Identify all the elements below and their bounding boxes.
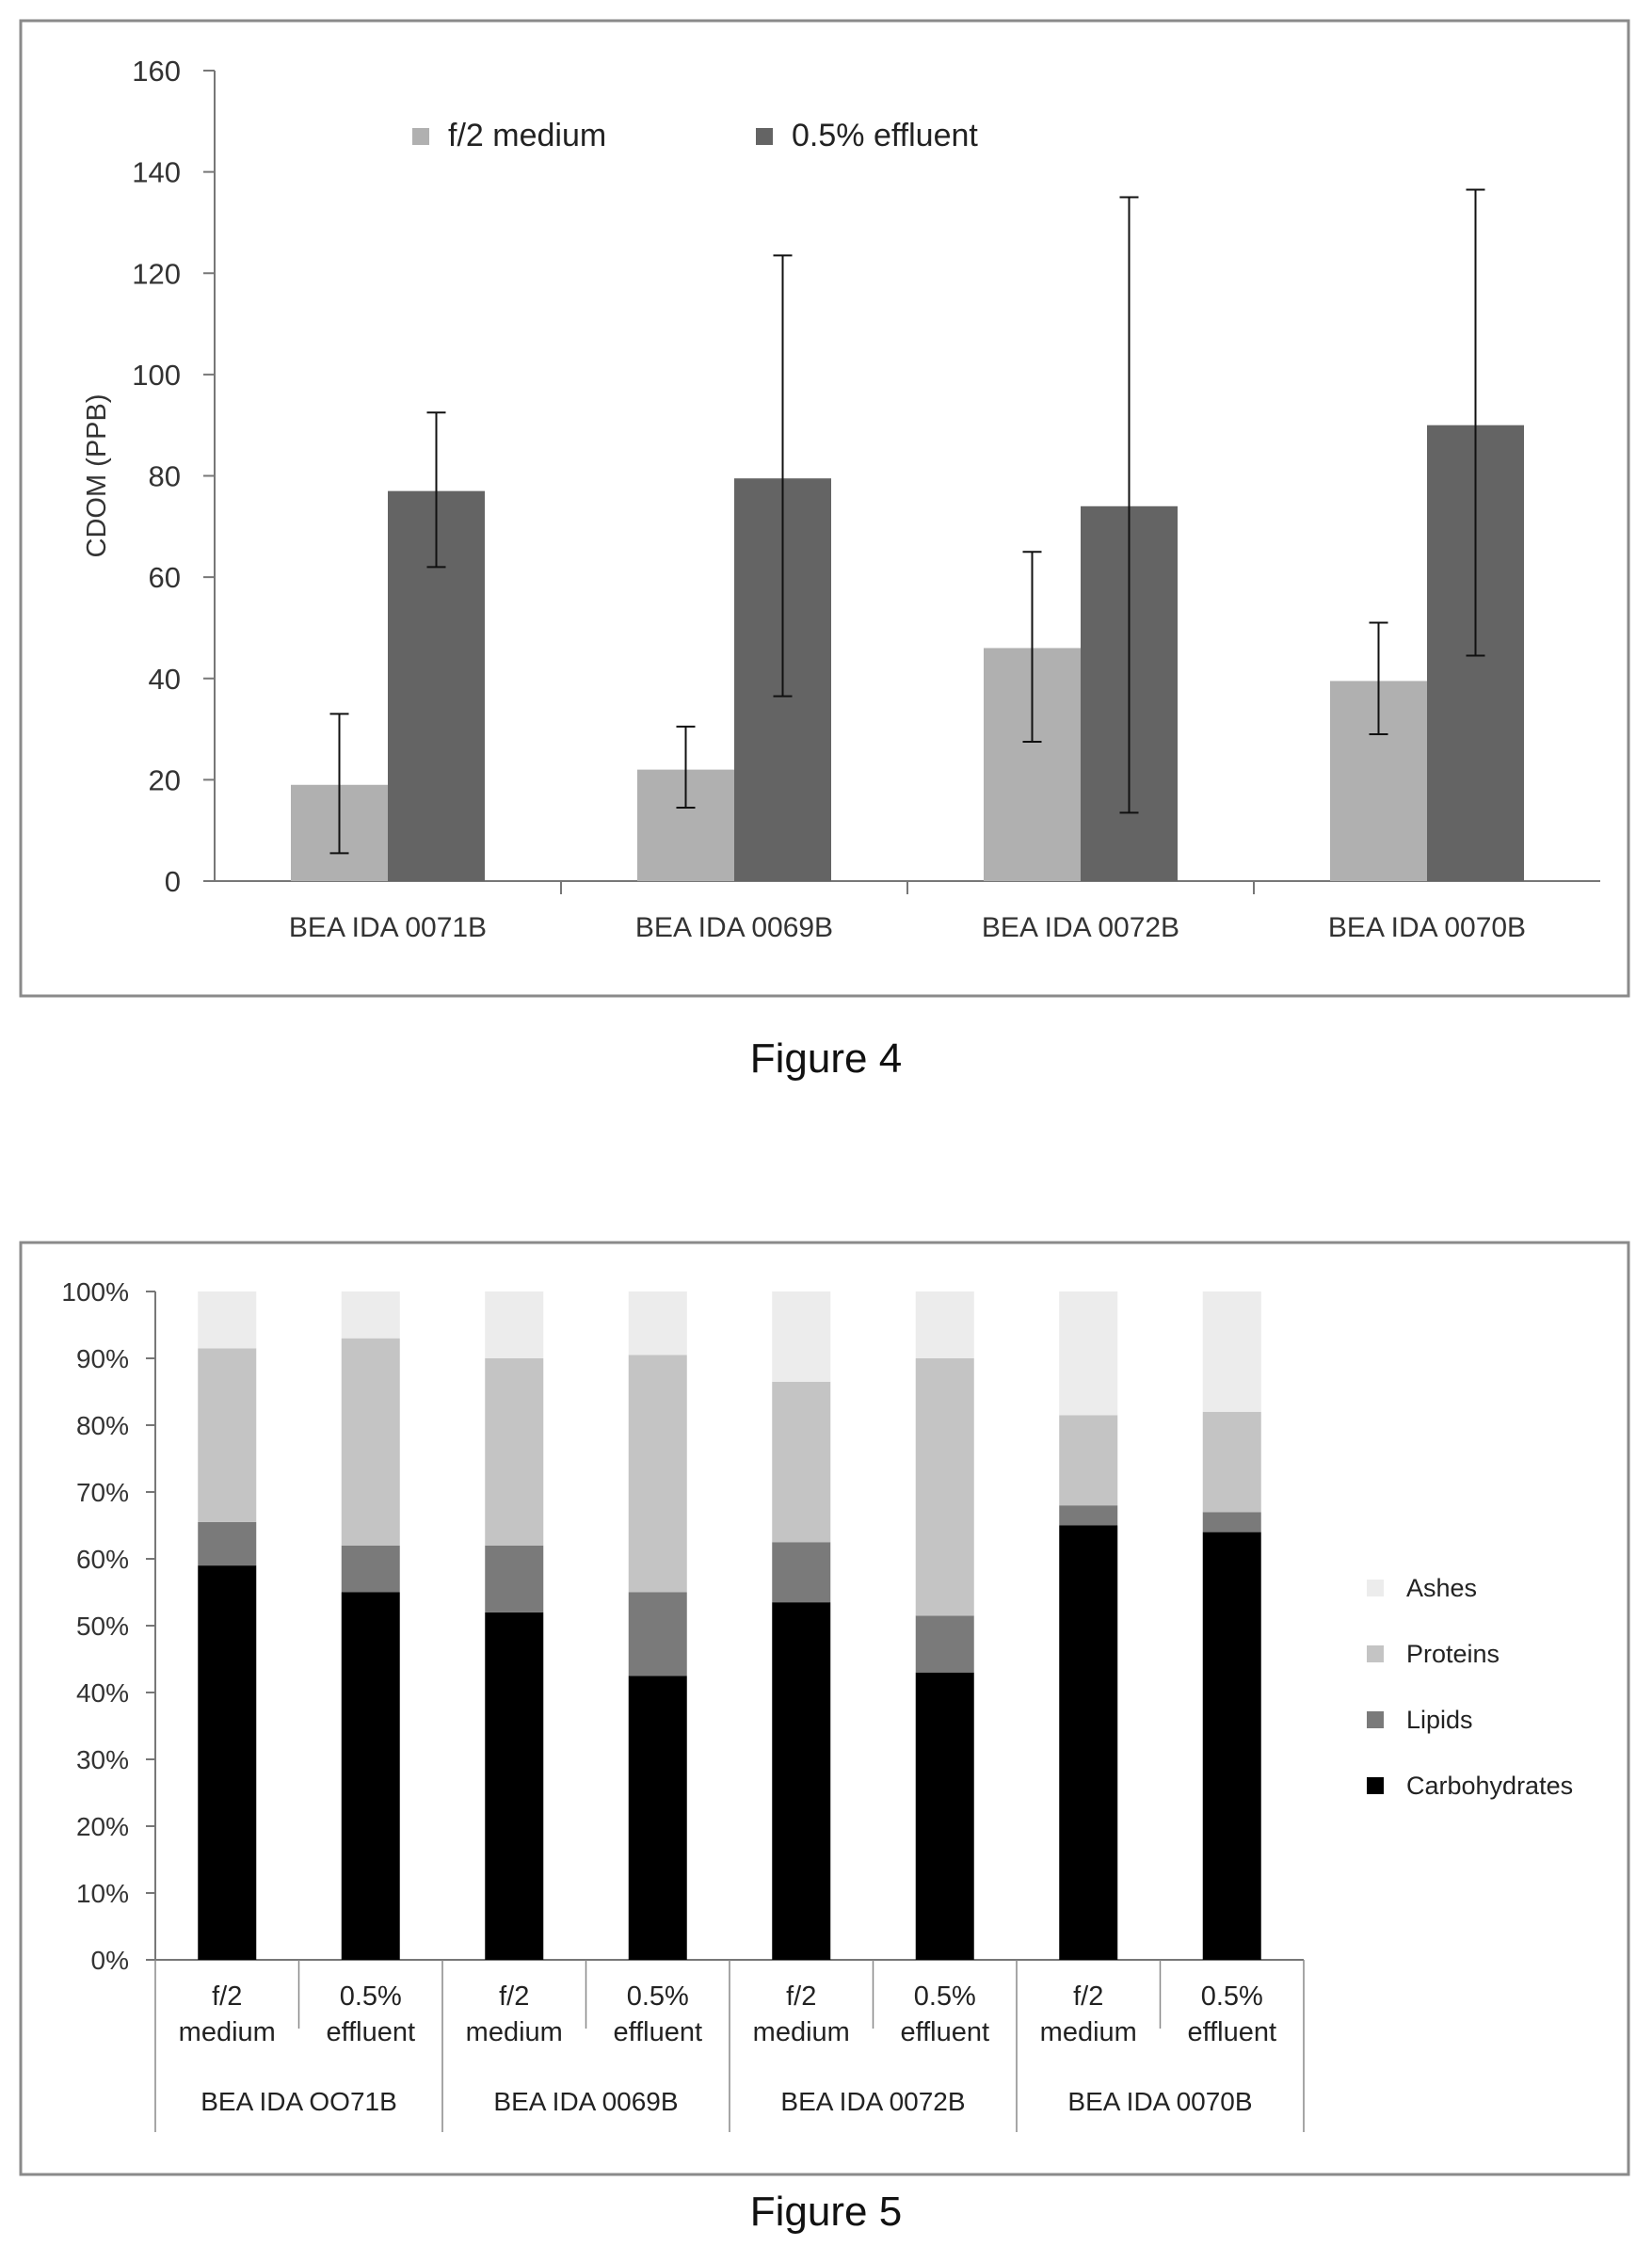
bar-segment <box>341 1338 400 1546</box>
legend-swatch <box>1367 1580 1384 1596</box>
y-tick-label: 160 <box>132 55 181 88</box>
y-tick-label: 70% <box>76 1478 129 1507</box>
y-tick-label: 80 <box>149 460 181 493</box>
bar-segment <box>198 1348 257 1522</box>
bar-segment <box>915 1358 974 1616</box>
x-tick-label-line2: effluent <box>1187 2017 1276 2047</box>
legend-swatch <box>1367 1711 1384 1728</box>
x-tick-label: BEA IDA 0069B <box>635 912 833 943</box>
legend-label: f/2 medium <box>448 118 606 153</box>
bar-segment <box>772 1291 831 1382</box>
legend-label: Proteins <box>1406 1640 1500 1668</box>
bar-segment <box>628 1291 687 1356</box>
legend-swatch <box>756 128 773 145</box>
y-tick-label: 100 <box>132 359 181 392</box>
bar-segment <box>772 1542 831 1603</box>
bar-segment <box>485 1545 544 1612</box>
x-tick-label-line1: 0.5% <box>340 1981 402 2012</box>
legend-swatch <box>1367 1777 1384 1794</box>
x-group-label: BEA IDA 0070B <box>1067 2087 1252 2116</box>
y-tick-label: 140 <box>132 156 181 189</box>
legend-label: Ashes <box>1406 1574 1477 1602</box>
bar-segment <box>1059 1415 1118 1506</box>
bar-segment <box>485 1612 544 1960</box>
bar-segment <box>1202 1512 1261 1532</box>
legend-swatch <box>412 128 429 145</box>
x-group-label: BEA IDA 0072B <box>780 2087 965 2116</box>
x-tick-label-line1: f/2 <box>212 1981 242 2012</box>
y-tick-label: 80% <box>76 1411 129 1440</box>
bar-segment <box>1202 1411 1261 1513</box>
x-tick-label-line2: medium <box>753 2017 850 2047</box>
bar-segment <box>628 1676 687 1960</box>
x-tick-label-line2: medium <box>466 2017 563 2047</box>
bar-segment <box>198 1291 257 1349</box>
x-tick-label-line2: medium <box>1040 2017 1137 2047</box>
y-tick-label: 30% <box>76 1745 129 1774</box>
legend-label: Carbohydrates <box>1406 1772 1573 1800</box>
x-tick-label-line2: medium <box>179 2017 276 2047</box>
bar-segment <box>198 1565 257 1960</box>
bar-segment <box>772 1381 831 1543</box>
bar-segment <box>628 1355 687 1593</box>
bar-segment <box>1059 1291 1118 1416</box>
bar-segment <box>198 1521 257 1566</box>
x-tick-label-line1: 0.5% <box>914 1981 976 2012</box>
x-tick-label-line1: 0.5% <box>1201 1981 1263 2012</box>
x-group-label: BEA IDA OO71B <box>200 2087 397 2116</box>
x-tick-label: BEA IDA 0072B <box>982 912 1179 943</box>
y-tick-label: 60 <box>149 561 181 594</box>
bar-segment <box>485 1291 544 1358</box>
x-group-label: BEA IDA 0069B <box>493 2087 678 2116</box>
y-tick-label: 0% <box>91 1946 129 1975</box>
bar-segment <box>772 1602 831 1960</box>
bar-segment <box>341 1592 400 1960</box>
bar-segment <box>1202 1291 1261 1412</box>
y-tick-label: 10% <box>76 1879 129 1908</box>
y-axis-label: CDOM (PPB) <box>82 394 112 558</box>
legend-swatch <box>1367 1645 1384 1662</box>
x-tick-label-line2: effluent <box>900 2017 989 2047</box>
x-tick-label-line1: f/2 <box>1073 1981 1103 2012</box>
x-tick-label: BEA IDA 0070B <box>1328 912 1526 943</box>
bar-segment <box>628 1592 687 1676</box>
bar-segment <box>915 1291 974 1358</box>
bar-segment <box>1202 1532 1261 1960</box>
figure-4-chart: 0 20 40 60 80 100 120 140 160 CDOM (PPB) BEA IDA 0… <box>19 19 1630 998</box>
y-tick-label: 40% <box>76 1678 129 1708</box>
x-tick-label-line2: effluent <box>326 2017 415 2047</box>
y-tick-label: 100% <box>61 1277 129 1307</box>
y-tick-label: 0 <box>165 865 181 898</box>
y-tick-label: 120 <box>132 257 181 290</box>
x-tick-label-line2: effluent <box>613 2017 702 2047</box>
y-tick-label: 40 <box>149 663 181 696</box>
y-tick-label: 20 <box>149 763 181 796</box>
x-tick-label-line1: f/2 <box>786 1981 816 2012</box>
y-tick-label: 60% <box>76 1545 129 1574</box>
bar-segment <box>915 1615 974 1673</box>
y-tick-label: 50% <box>76 1612 129 1641</box>
bar-segment <box>1059 1505 1118 1526</box>
bar-segment <box>1059 1525 1118 1960</box>
bar-segment <box>485 1358 544 1546</box>
figure-5-chart: 0% 10% 20% 30% 40% 50% 60% 70% 80% 90% 100% f/2 medi… <box>19 1241 1630 2176</box>
x-tick-label-line1: f/2 <box>499 1981 529 2012</box>
figure-4-caption: Figure 4 <box>749 1035 903 1082</box>
figure-5-caption: Figure 5 <box>749 2189 903 2235</box>
x-tick-label: BEA IDA 0071B <box>289 912 487 943</box>
legend-label: Lipids <box>1406 1706 1473 1734</box>
bar-segment <box>341 1291 400 1339</box>
bar-segment <box>341 1545 400 1593</box>
x-tick-label-line1: 0.5% <box>627 1981 689 2012</box>
y-tick-label: 20% <box>76 1812 129 1841</box>
bar-segment <box>915 1672 974 1960</box>
y-tick-label: 90% <box>76 1344 129 1373</box>
legend-label: 0.5% effluent <box>792 118 978 153</box>
